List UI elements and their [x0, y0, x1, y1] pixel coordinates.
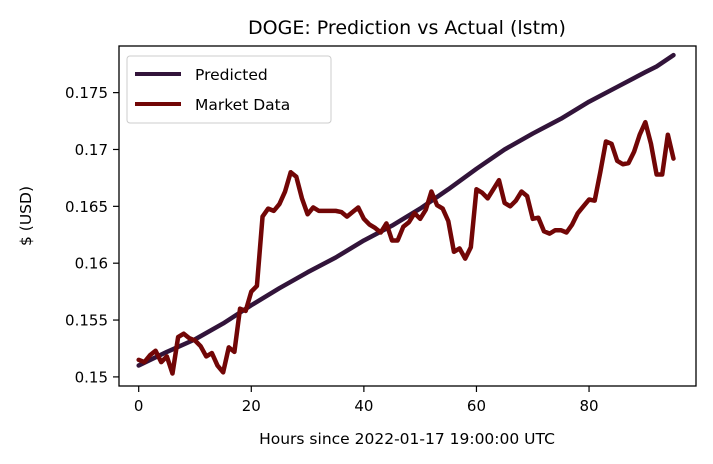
- plot-frame: [118, 45, 697, 387]
- legend-label-market-data: Market Data: [195, 96, 290, 114]
- y-tick-label: 0.17: [75, 141, 108, 159]
- plot-series: [136, 52, 676, 376]
- y-tick-label: 0.16: [75, 255, 108, 273]
- y-axis-label: $ (USD): [17, 186, 35, 246]
- y-axis: 0.15 0.155 0.16 0.165 0.17 0.175: [65, 84, 119, 386]
- chart-title: DOGE: Prediction vs Actual (lstm): [248, 17, 566, 39]
- x-axis-label: Hours since 2022-01-17 19:00:00 UTC: [259, 430, 555, 448]
- series-line-predicted: [136, 52, 676, 368]
- x-axis: 0 20 40 60 80: [134, 386, 599, 415]
- y-tick-label: 0.175: [65, 84, 108, 102]
- legend-label-predicted: Predicted: [195, 66, 268, 84]
- x-tick-label: 40: [354, 397, 373, 415]
- x-tick-label: 0: [134, 397, 144, 415]
- legend: Predicted Market Data: [126, 55, 332, 124]
- x-tick-label: 60: [467, 397, 486, 415]
- y-tick-label: 0.15: [75, 368, 108, 386]
- y-tick-label: 0.155: [65, 312, 108, 330]
- x-tick-label: 20: [242, 397, 261, 415]
- x-tick-label: 80: [579, 397, 598, 415]
- y-tick-label: 0.165: [65, 198, 108, 216]
- series-line-market-data: [136, 119, 676, 376]
